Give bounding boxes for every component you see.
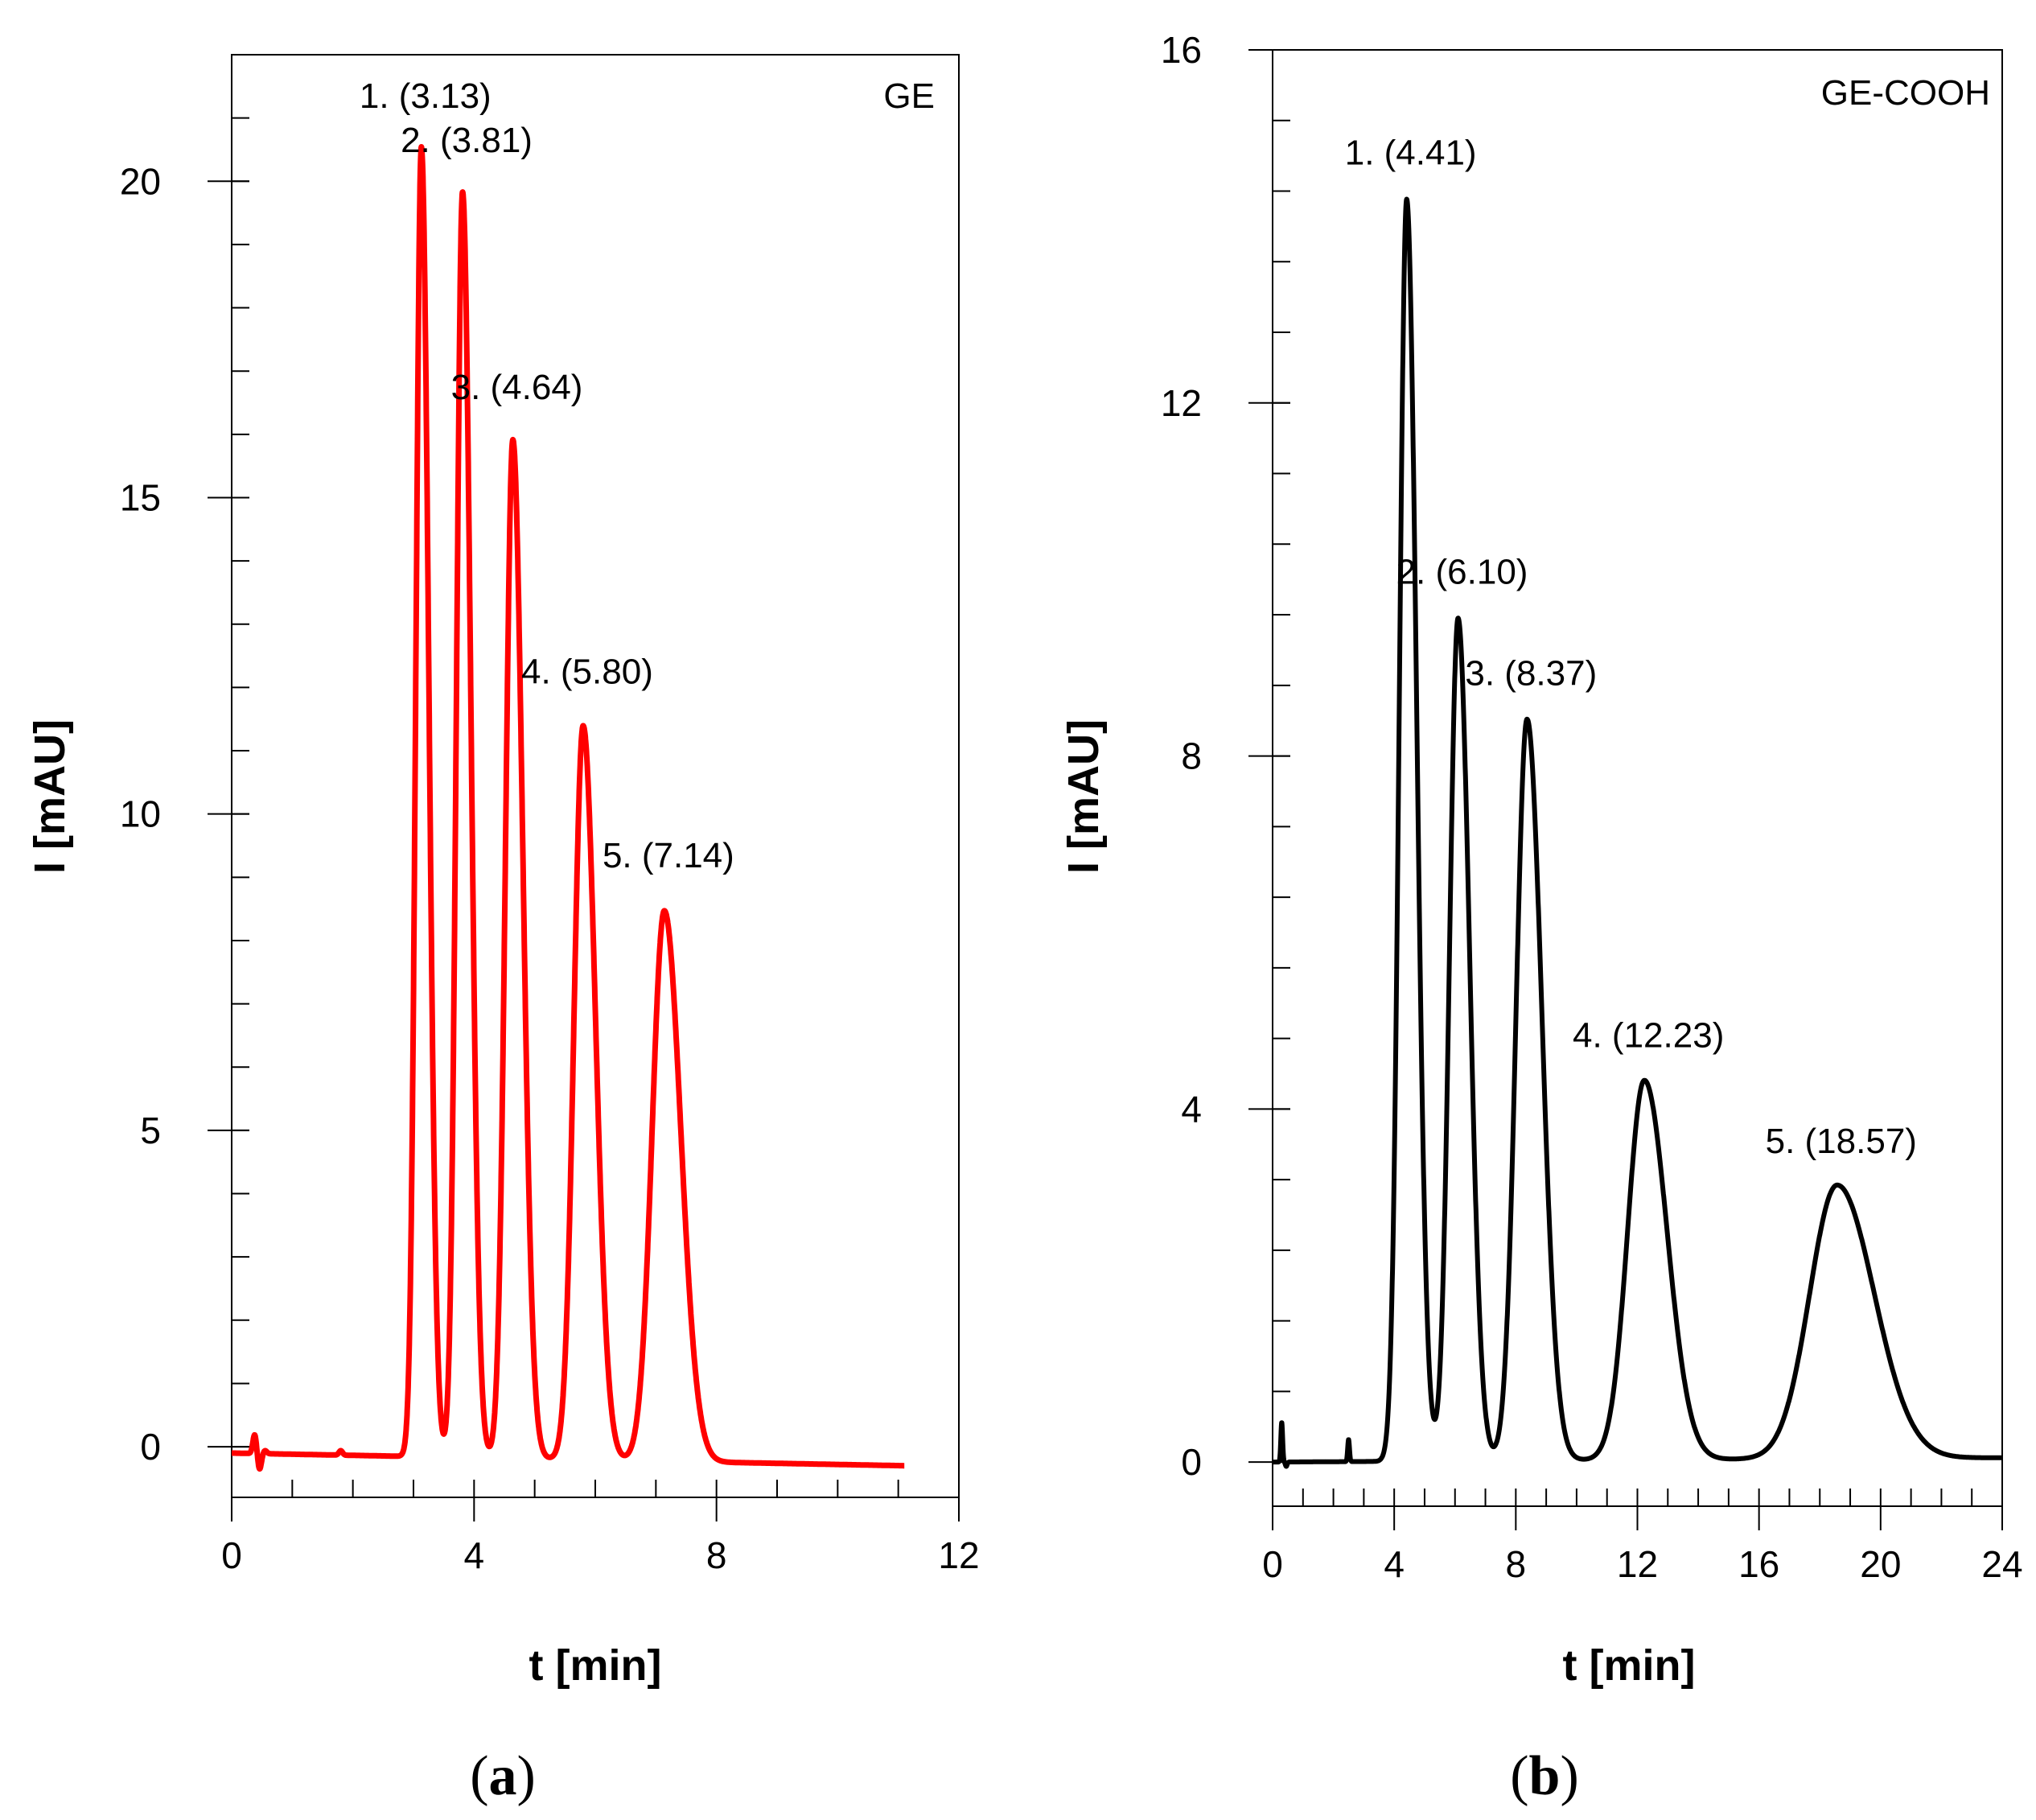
axis-ticks: 0 4 8 12 0 5 10 15 20 — [120, 54, 980, 1576]
peak-label-2: 2. (3.81) — [401, 121, 533, 160]
x-tick-label: 4 — [1384, 1543, 1405, 1585]
y-tick-label: 4 — [1181, 1088, 1202, 1130]
axis-ticks: 0 4 8 12 16 20 24 0 4 8 12 16 — [1161, 29, 2023, 1585]
peak-label-5: 5. (7.14) — [603, 836, 734, 875]
peak-label-3: 3. (8.37) — [1465, 654, 1597, 694]
x-axis-title: t [min] — [529, 1641, 662, 1690]
peak-label-4: 4. (12.23) — [1573, 1015, 1724, 1055]
x-tick-label: 0 — [221, 1534, 242, 1576]
x-axis-title: t [min] — [1563, 1641, 1696, 1690]
peak-labels: 1. (3.13) 2. (3.81) 3. (4.64) 4. (5.80) 5. (… — [360, 76, 734, 875]
y-tick-label: 12 — [1161, 382, 1202, 424]
y-tick-label: 5 — [140, 1110, 161, 1151]
peak-label-4: 4. (5.80) — [521, 653, 653, 692]
x-tick-label: 20 — [1860, 1543, 1901, 1585]
y-tick-label: 0 — [140, 1426, 161, 1468]
panel-label-b: (b) — [1510, 1745, 1579, 1807]
panel-letter: a — [489, 1745, 517, 1807]
signal-trace — [1270, 196, 2005, 1469]
y-tick-label: 10 — [120, 793, 161, 835]
x-tick-label: 12 — [938, 1534, 979, 1576]
y-tick-label: 16 — [1161, 29, 1202, 71]
panel-label-a: (a) — [470, 1745, 536, 1807]
y-tick-label: 20 — [120, 160, 161, 202]
y-axis-title: I [mAU] — [26, 719, 74, 874]
chromatogram-curve — [228, 144, 907, 1472]
peak-label-5: 5. (18.57) — [1766, 1122, 1917, 1161]
peak-label-1: 1. (3.13) — [360, 76, 492, 116]
x-tick-label: 8 — [1506, 1543, 1527, 1585]
sample-label: GE-COOH — [1821, 73, 1990, 113]
peak-label-2: 2. (6.10) — [1396, 553, 1528, 592]
x-tick-label: 16 — [1738, 1543, 1779, 1585]
panel-letter: b — [1529, 1745, 1561, 1807]
sample-label: GE — [883, 76, 935, 116]
peak-labels: 1. (4.41) 2. (6.10) 3. (8.37) 4. (12.23) 5. … — [1345, 133, 1917, 1161]
y-tick-label: 8 — [1181, 735, 1202, 777]
y-axis-title: I [mAU] — [1059, 719, 1108, 874]
y-tick-label: 15 — [120, 476, 161, 518]
x-tick-label: 8 — [706, 1534, 727, 1576]
y-tick-label: 0 — [1181, 1441, 1202, 1483]
peak-label-3: 3. (4.64) — [451, 368, 583, 407]
x-tick-label: 24 — [1981, 1543, 2022, 1585]
x-tick-label: 0 — [1262, 1543, 1283, 1585]
x-tick-label: 4 — [464, 1534, 485, 1576]
peak-label-1: 1. (4.41) — [1345, 133, 1477, 172]
signal-trace — [228, 144, 907, 1472]
panel-b: 0 4 8 12 16 20 24 0 4 8 12 16 1. (4.41) 2. (6.10) 3. … — [1059, 29, 2023, 1807]
panel-a: 0 4 8 12 0 5 10 15 20 1. (3.13) 2. (3.81) 3. (4.64… — [26, 54, 980, 1807]
chromatogram-curve — [1270, 196, 2005, 1469]
x-tick-label: 12 — [1617, 1543, 1658, 1585]
